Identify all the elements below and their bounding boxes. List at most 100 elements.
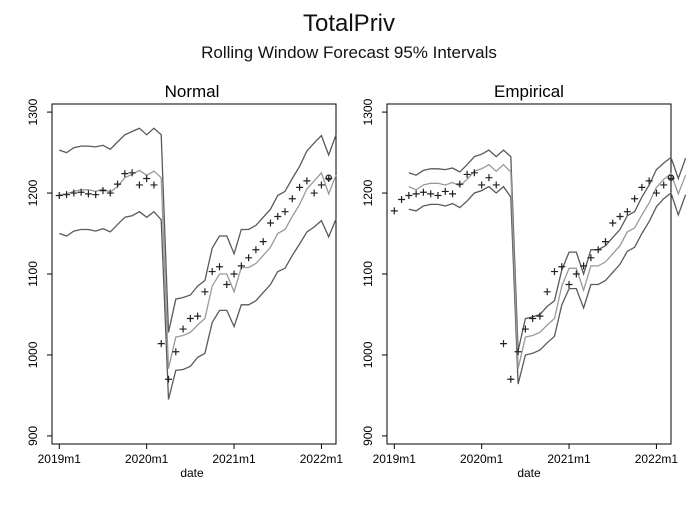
chart-subtitle: Rolling Window Forecast 95% Intervals (201, 43, 497, 62)
ticks-group-empirical: 900 1000 1100 1200 1300 2019m1 2020m1 2021m1 202… (361, 98, 678, 466)
x-axis-label-empirical: date (517, 466, 541, 480)
actual-point (449, 190, 457, 198)
actual-point (186, 315, 194, 323)
actual-point (390, 207, 398, 215)
x-tick-label: 2019m1 (38, 452, 82, 466)
actual-point (441, 187, 449, 195)
actual-point (288, 195, 296, 203)
panel-title-normal: Normal (165, 82, 220, 101)
actual-point (215, 263, 223, 271)
actual-point (274, 213, 282, 221)
y-tick-label: 900 (26, 426, 40, 446)
actual-point (485, 174, 493, 182)
x-tick-label: 2020m1 (460, 452, 504, 466)
chart-title: TotalPriv (302, 10, 396, 37)
y-tick-label: 1200 (361, 179, 375, 206)
actual-point (128, 169, 136, 177)
actual-point (266, 219, 274, 227)
actual-point (194, 312, 202, 320)
x-tick-label: 2022m1 (300, 452, 344, 466)
actual-point (572, 270, 580, 278)
actual-point (609, 219, 617, 227)
series-lower-line (59, 210, 337, 400)
actual-point (281, 208, 289, 216)
x-tick-label: 2021m1 (547, 452, 591, 466)
actual-point (77, 188, 85, 196)
actual-point (55, 191, 63, 199)
y-tick-label: 1100 (361, 261, 375, 287)
y-tick-label: 1000 (361, 341, 375, 368)
actual-point (594, 246, 602, 254)
actual-point (121, 170, 129, 178)
actual-point (179, 325, 187, 333)
actual-point (558, 263, 566, 271)
actual-point (470, 169, 478, 177)
actual-point (310, 189, 318, 197)
actual-point (172, 348, 180, 356)
actual-point (230, 270, 238, 278)
actual-point (106, 189, 114, 197)
actual-point (143, 174, 151, 182)
actual-point (412, 190, 420, 198)
panel-empirical: Empirical date 900 1000 1100 1200 1300 2019m1… (361, 82, 687, 480)
actual-point (135, 181, 143, 189)
actual-point (434, 191, 442, 199)
x-tick-label: 2020m1 (125, 452, 169, 466)
x-tick-label: 2021m1 (212, 452, 256, 466)
actual-point (165, 375, 173, 383)
actual-point (500, 340, 508, 348)
actual-point (587, 254, 595, 262)
actual-point (150, 181, 158, 189)
plot-frame-normal (51, 103, 337, 445)
actual-point (521, 325, 529, 333)
ticks-group-normal: 900 1000 1100 1200 1300 2019m1 2020m1 2021m1 202… (26, 98, 343, 466)
series-upper-line (59, 127, 337, 333)
actual-point (631, 195, 639, 203)
actual-point (114, 180, 122, 188)
actual-point (660, 181, 668, 189)
actual-point (419, 188, 427, 196)
actual-point (303, 177, 311, 185)
x-axis-label-normal: date (180, 466, 204, 480)
actual-point (92, 191, 100, 199)
y-tick-label: 1200 (26, 179, 40, 206)
actual-point (405, 191, 413, 199)
actual-point (456, 180, 464, 188)
actual-point (84, 190, 92, 198)
actual-point (645, 177, 653, 185)
actual-point (398, 196, 406, 204)
actual-point (70, 189, 78, 197)
y-tick-label: 1300 (361, 98, 375, 125)
actual-point (245, 254, 253, 262)
plot-frame-empirical (386, 103, 672, 445)
actual-point (296, 183, 304, 191)
series-group-normal (55, 127, 337, 400)
series-lower-line (408, 185, 687, 385)
last-forecast-point (325, 174, 332, 181)
y-tick-label: 1100 (26, 261, 40, 287)
actual-point (427, 190, 435, 198)
actual-point (99, 187, 107, 195)
series-group-empirical (390, 149, 687, 385)
actual-point (463, 170, 471, 178)
actual-point (63, 191, 71, 199)
actual-point (157, 340, 165, 348)
actual-point (208, 268, 216, 276)
actual-point (478, 181, 486, 189)
last-forecast-point (667, 174, 675, 181)
series-point-line (408, 163, 687, 369)
actual-point (201, 288, 209, 296)
actual-point (536, 312, 544, 320)
actual-point (550, 268, 558, 276)
x-tick-label: 2022m1 (635, 452, 679, 466)
actual-point (601, 238, 609, 246)
actual-point (623, 208, 631, 216)
series-upper-line (408, 149, 687, 352)
actual-point (529, 315, 537, 323)
y-tick-label: 900 (361, 426, 375, 446)
actual-point (317, 181, 325, 189)
actual-point (223, 281, 231, 289)
actual-point (514, 348, 522, 356)
actual-point (580, 262, 588, 270)
